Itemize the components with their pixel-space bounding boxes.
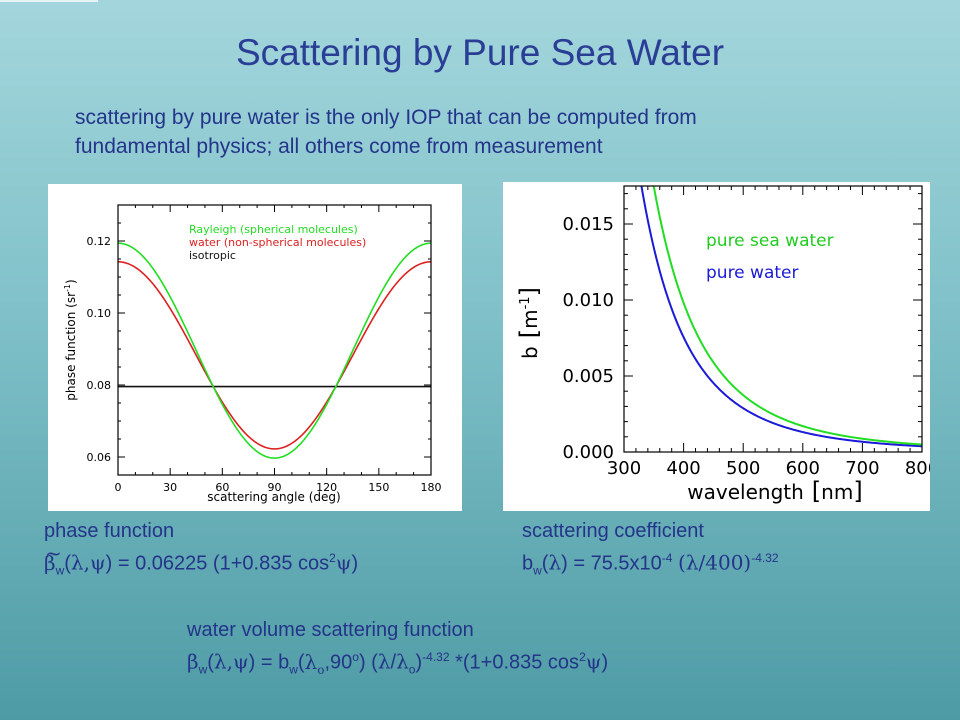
- x-tick-label: 30: [163, 481, 177, 494]
- legend-pure-sea-water: pure sea water: [706, 231, 834, 251]
- x-tick-label: 400: [666, 458, 700, 479]
- scattering-coefficient-caption: scattering coefficient bw(λ) = 75.5x10-4…: [522, 518, 779, 585]
- legend-rayleigh: Rayleigh (spherical molecules): [189, 223, 358, 236]
- slide-subtitle: scattering by pure water is the only IOP…: [75, 103, 895, 161]
- x-tick-label: 120: [316, 481, 337, 494]
- rayleigh-curve: [117, 242, 432, 459]
- x-axis-label: wavelength [nm]: [687, 477, 862, 505]
- y-axis-label: b[m-1]: [515, 287, 543, 359]
- subtitle-line-2: fundamental physics; all others come fro…: [75, 135, 603, 158]
- x-tick-label: 150: [368, 481, 389, 494]
- legend-isotropic: isotropic: [189, 249, 236, 262]
- legend-pure-water: pure water: [706, 263, 798, 283]
- pure-water-curve: [640, 186, 922, 448]
- beta-tilde-symbol: ~ β: [44, 540, 62, 575]
- y-tick-label: 0.010: [562, 290, 614, 311]
- legend-water: water (non-spherical molecules): [189, 236, 366, 249]
- slide-corner-mark: [0, 0, 98, 2]
- x-tick-label: 700: [845, 458, 879, 479]
- phase-function-caption: phase function ~ βw(λ,ψ) = 0.06225 (1+0.8…: [44, 518, 358, 585]
- pure-sea-water-curve: [652, 186, 922, 446]
- slide-title: Scattering by Pure Sea Water: [235, 32, 725, 73]
- phase-function-chart: 0 30 60 90 120 150 180 0.06 0.08 0.10 0.12 scatter…: [63, 204, 442, 504]
- x-tick-label: 0: [115, 481, 122, 494]
- y-tick-label: 0.12: [87, 235, 112, 248]
- plot-frame: [623, 185, 923, 453]
- x-axis-label: scattering angle (deg): [207, 490, 340, 504]
- x-tick-label: 180: [421, 481, 442, 494]
- x-tick-label: 500: [726, 458, 760, 479]
- phase-function-label: phase function: [44, 520, 175, 542]
- y-axis-label: phase function (sr-1): [63, 279, 78, 400]
- phase-function-chart-panel: 0 30 60 90 120 150 180 0.06 0.08 0.10 0.12 scatter…: [48, 184, 462, 511]
- phase-function-formula: ~ βw(λ,ψ) = 0.06225 (1+0.835 cos2ψ): [44, 540, 359, 578]
- subtitle-line-1: scattering by pure water is the only IOP…: [75, 106, 697, 129]
- volume-scattering-formula: βw(λ,ψ) = bw(λo,90o) (λ/λo)-4.32 *(1+0.8…: [187, 649, 609, 677]
- scattering-coefficient-chart: 300 400 500 600 700 800 0.000 0.005 0.010 0.015 w…: [515, 185, 939, 505]
- y-tick-label: 0.000: [562, 442, 614, 463]
- y-tick-label: 0.06: [87, 451, 112, 464]
- x-tick-label: 90: [268, 481, 282, 494]
- scattering-coefficient-label: scattering coefficient: [522, 520, 704, 542]
- y-tick-label: 0.10: [87, 307, 112, 320]
- x-tick-label: 60: [215, 481, 229, 494]
- volume-scattering-label: water volume scattering function: [187, 619, 474, 641]
- scattering-coefficient-formula: bw(λ) = 75.5x10-4 (λ/400)-4.32: [522, 550, 779, 578]
- volume-scattering-caption: water volume scattering function βw(λ,ψ)…: [187, 617, 608, 684]
- y-tick-label: 0.08: [87, 379, 112, 392]
- x-tick-label: 800: [905, 458, 930, 479]
- x-tick-label: 300: [607, 458, 641, 479]
- x-tick-label: 600: [786, 458, 820, 479]
- scattering-coefficient-chart-panel: 300 400 500 600 700 800 0.000 0.005 0.010 0.015 w…: [503, 182, 939, 511]
- water-curve: [117, 260, 432, 450]
- y-tick-label: 0.005: [562, 366, 614, 387]
- y-tick-label: 0.015: [562, 214, 614, 235]
